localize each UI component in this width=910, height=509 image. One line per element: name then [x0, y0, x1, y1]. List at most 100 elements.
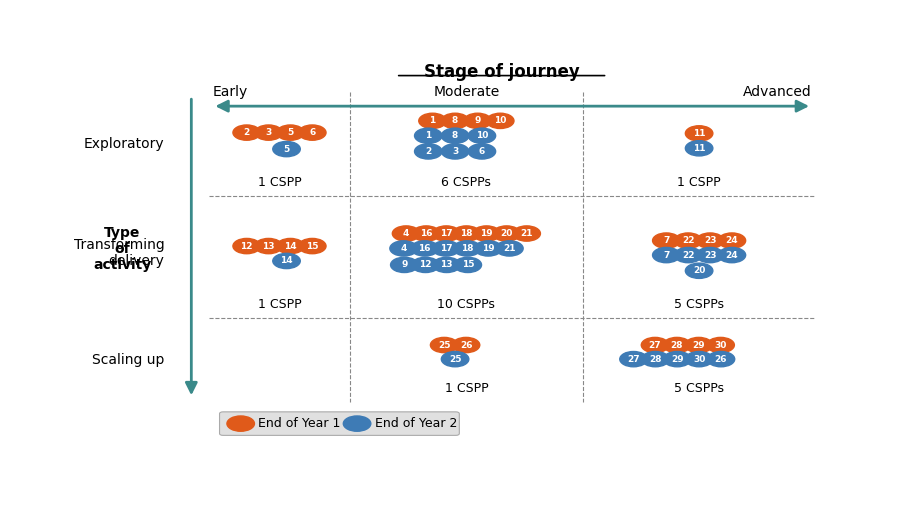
Text: 23: 23: [703, 236, 716, 245]
Text: 19: 19: [480, 229, 493, 238]
Text: 11: 11: [693, 144, 705, 153]
Text: 28: 28: [649, 355, 662, 363]
Circle shape: [433, 257, 460, 272]
Text: 10 CSPPs: 10 CSPPs: [438, 298, 495, 310]
Text: 6: 6: [309, 128, 316, 137]
Text: 6 CSPPs: 6 CSPPs: [441, 176, 491, 189]
Text: 12: 12: [240, 242, 253, 250]
Circle shape: [487, 113, 514, 128]
Text: 26: 26: [714, 355, 727, 363]
Circle shape: [412, 226, 440, 241]
Text: 1: 1: [430, 117, 436, 125]
Text: 8: 8: [452, 131, 459, 140]
Text: 5: 5: [283, 145, 289, 154]
Circle shape: [642, 337, 669, 353]
Text: 4: 4: [403, 229, 410, 238]
Text: 1 CSPP: 1 CSPP: [445, 382, 488, 395]
Circle shape: [642, 352, 669, 367]
Text: End of Year 2: End of Year 2: [375, 417, 457, 430]
Circle shape: [685, 263, 713, 278]
FancyBboxPatch shape: [219, 412, 460, 435]
Text: 29: 29: [693, 341, 705, 350]
Circle shape: [392, 226, 420, 241]
Text: 3: 3: [452, 147, 459, 156]
Circle shape: [453, 241, 480, 256]
Circle shape: [415, 144, 442, 159]
Text: 22: 22: [682, 250, 694, 260]
Text: 15: 15: [461, 261, 474, 269]
Text: 25: 25: [449, 355, 461, 363]
Circle shape: [298, 125, 326, 140]
Text: 27: 27: [627, 355, 640, 363]
Circle shape: [513, 226, 541, 241]
Text: 30: 30: [714, 341, 727, 350]
Circle shape: [696, 247, 723, 263]
Circle shape: [707, 352, 734, 367]
Text: 16: 16: [420, 229, 432, 238]
Text: Moderate: Moderate: [433, 84, 500, 99]
Circle shape: [454, 257, 481, 272]
Circle shape: [411, 257, 440, 272]
Text: 15: 15: [306, 242, 318, 250]
Text: 13: 13: [440, 261, 453, 269]
Text: 8: 8: [452, 117, 459, 125]
Text: Advanced: Advanced: [743, 84, 812, 99]
Circle shape: [707, 337, 734, 353]
Text: 23: 23: [703, 250, 716, 260]
Text: 22: 22: [682, 236, 694, 245]
Text: 18: 18: [460, 229, 472, 238]
Circle shape: [390, 257, 418, 272]
Text: 3: 3: [266, 128, 272, 137]
Text: 10: 10: [476, 131, 488, 140]
Circle shape: [255, 238, 282, 253]
Circle shape: [430, 337, 458, 353]
Circle shape: [415, 128, 442, 144]
Circle shape: [411, 241, 439, 256]
Text: 24: 24: [725, 236, 738, 245]
Circle shape: [389, 241, 418, 256]
Text: 11: 11: [693, 129, 705, 138]
Text: 2: 2: [244, 128, 250, 137]
Circle shape: [273, 142, 300, 157]
Text: 17: 17: [440, 229, 452, 238]
Circle shape: [685, 352, 713, 367]
Circle shape: [432, 226, 460, 241]
Text: Type
of
activity: Type of activity: [93, 226, 151, 272]
Circle shape: [441, 128, 469, 144]
Circle shape: [255, 125, 282, 140]
Circle shape: [432, 241, 460, 256]
Circle shape: [464, 113, 491, 128]
Circle shape: [652, 247, 680, 263]
Circle shape: [685, 140, 713, 156]
Circle shape: [468, 128, 496, 144]
Text: 1: 1: [425, 131, 431, 140]
Text: 9: 9: [474, 117, 480, 125]
Text: 25: 25: [438, 341, 450, 350]
Text: 13: 13: [262, 242, 275, 250]
Text: 21: 21: [503, 244, 516, 253]
Text: 12: 12: [420, 261, 431, 269]
Circle shape: [674, 247, 702, 263]
Circle shape: [685, 337, 713, 353]
Text: 17: 17: [440, 244, 452, 253]
Text: 7: 7: [663, 236, 670, 245]
Circle shape: [343, 416, 370, 431]
Circle shape: [233, 125, 260, 140]
Text: 24: 24: [725, 250, 738, 260]
Text: 5 CSPPs: 5 CSPPs: [674, 382, 724, 395]
Text: 29: 29: [671, 355, 683, 363]
Text: 20: 20: [693, 266, 705, 275]
Circle shape: [493, 226, 521, 241]
Text: 9: 9: [401, 261, 408, 269]
Text: 1 CSPP: 1 CSPP: [677, 176, 721, 189]
Circle shape: [441, 113, 469, 128]
Text: 14: 14: [284, 242, 297, 250]
Text: 1 CSPP: 1 CSPP: [258, 298, 301, 310]
Text: 10: 10: [494, 117, 506, 125]
Text: 7: 7: [663, 250, 670, 260]
Text: 6: 6: [479, 147, 485, 156]
Text: 5: 5: [288, 128, 294, 137]
Circle shape: [652, 233, 680, 248]
Circle shape: [277, 125, 304, 140]
Text: Early: Early: [213, 84, 248, 99]
